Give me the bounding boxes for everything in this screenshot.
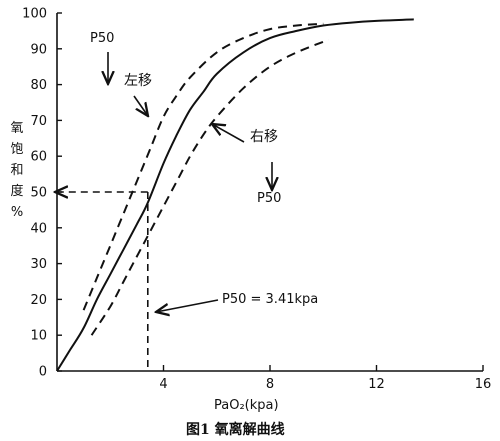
x-tick-label: 8 [266, 377, 274, 392]
y-axis-label-char: % [10, 205, 24, 220]
y-tick-label: 90 [30, 42, 47, 57]
series-line-left-shift [82, 22, 324, 311]
series-line-right-shift [90, 38, 329, 336]
y-axis-label-char: 饱 [10, 142, 24, 157]
x-tick-label: 16 [475, 377, 492, 392]
p50-value-arrow [156, 299, 219, 312]
y-axis-label-char: 和 [10, 163, 24, 178]
right-shift-arrow [212, 124, 245, 143]
figure-caption: 图1 氧离解曲线 [186, 422, 285, 438]
x-axis-label: PaO₂(kpa) [214, 398, 279, 413]
y-tick-label: 20 [30, 293, 47, 308]
p50-value-label: P50 = 3.41kpa [222, 292, 319, 307]
y-axis-label-char: 氧 [10, 121, 24, 136]
y-tick-label: 80 [30, 78, 47, 93]
axes: 0 10 20 30 40 50 60 70 80 90 100 4 8 12 16 [22, 7, 491, 393]
y-tick-label: 30 [30, 257, 47, 272]
y-tick-label: 100 [22, 7, 47, 22]
curves [56, 18, 414, 372]
y-tick-label: 50 [30, 186, 47, 201]
y-tick-label: 70 [30, 114, 47, 129]
y-tick-label: 60 [30, 150, 47, 165]
p50-right-label: P50 [257, 191, 282, 206]
p50-left-label: P50 [90, 31, 115, 46]
y-axis-label: 氧 饱 和 度 % [7, 118, 27, 223]
series-line-normal [56, 18, 414, 372]
y-axis-label-char: 度 [10, 184, 24, 199]
y-tick-label: 0 [39, 365, 47, 380]
annotations [55, 52, 272, 371]
left-shift-arrow [133, 95, 148, 116]
x-tick-label: 12 [368, 377, 385, 392]
x-tick-label: 4 [159, 377, 167, 392]
left-shift-label: 左移 [124, 73, 152, 89]
y-tick-label: 10 [30, 329, 47, 344]
right-shift-label: 右移 [250, 129, 278, 145]
y-tick-label: 40 [30, 221, 47, 236]
